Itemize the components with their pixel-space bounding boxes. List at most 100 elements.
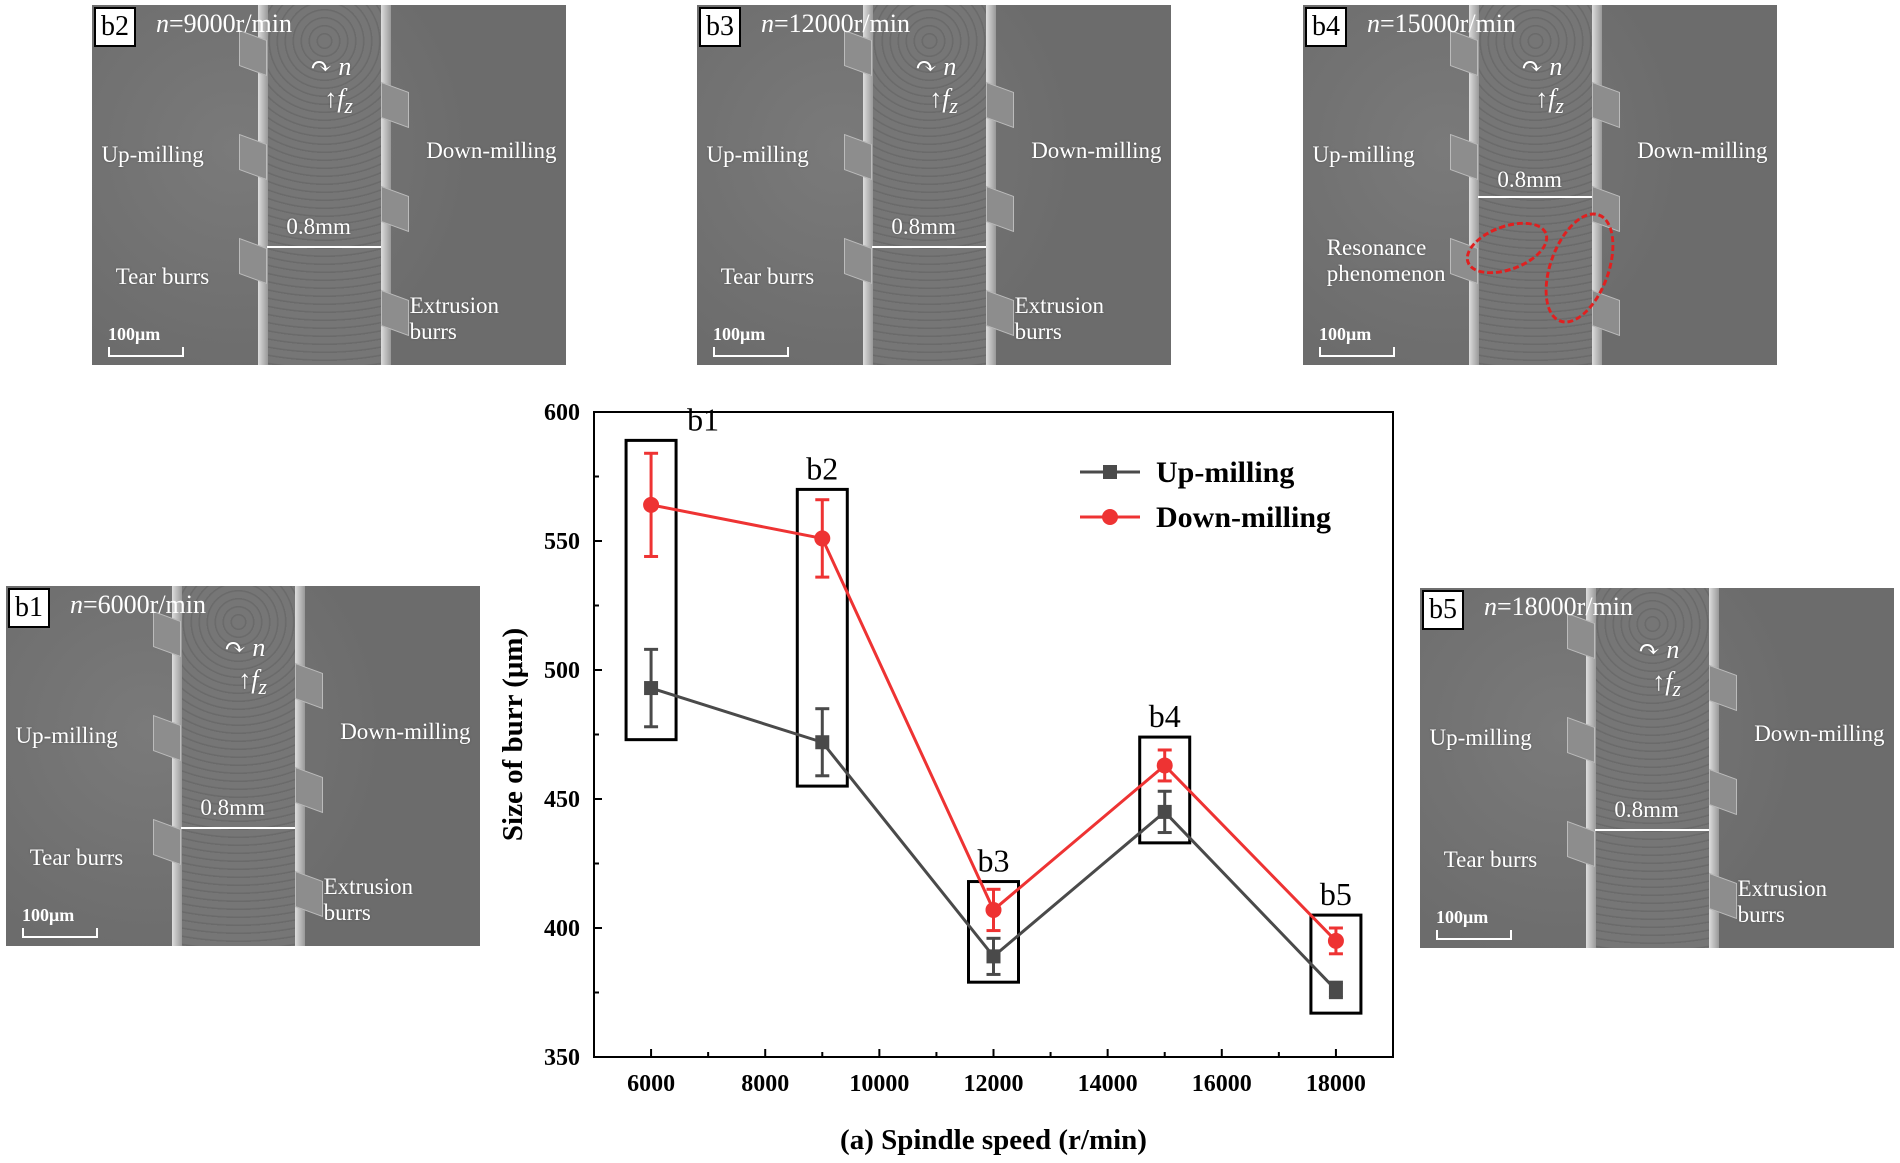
slot-edge-right xyxy=(1709,588,1720,948)
feed-subscript: z xyxy=(949,94,958,119)
feed-label: ↑fz xyxy=(324,84,353,119)
x-tick-label: 8000 xyxy=(741,1071,789,1097)
feed-subscript: z xyxy=(344,94,353,119)
feed-subscript: z xyxy=(1555,94,1564,119)
panel-tag: b2 xyxy=(94,7,136,47)
speed-variable: n xyxy=(156,9,169,38)
feed-symbol: f xyxy=(1548,84,1556,114)
feed-arrow: ↑ xyxy=(324,84,338,114)
down-milling-label: Down-milling xyxy=(340,719,471,745)
speed-label: n=15000r/min xyxy=(1367,9,1516,39)
milled-slot xyxy=(262,5,386,365)
scale-bar: 100μm xyxy=(713,324,789,357)
feed-label: ↑fz xyxy=(1652,667,1681,702)
slot-edge-right xyxy=(381,5,392,365)
speed-label: n=9000r/min xyxy=(156,9,292,39)
scale-bar-line xyxy=(108,347,184,357)
extrusion-burrs-label: Extrusion burrs xyxy=(1737,876,1828,927)
scale-bar: 100μm xyxy=(108,324,184,357)
scale-bar: 100μm xyxy=(1319,324,1395,357)
highlight-label-b5: b5 xyxy=(1320,876,1352,912)
extrusion-burrs-label: Extrusion burrs xyxy=(409,293,500,344)
feed-arrow: ↑ xyxy=(929,84,943,114)
highlight-label-b3: b3 xyxy=(978,843,1010,879)
slot-edge-right xyxy=(295,586,306,946)
data-point xyxy=(815,735,830,750)
x-axis-label: (a) Spindle speed (r/min) xyxy=(840,1124,1147,1156)
sem-panel-b4: b4 n=15000r/min Up-milling Down-milling ↷ n ↑… xyxy=(1303,5,1777,365)
down-milling-label: Down-milling xyxy=(426,138,557,164)
y-tick-label: 500 xyxy=(544,658,580,684)
feed-symbol: f xyxy=(942,84,950,114)
data-point xyxy=(1327,932,1344,949)
data-point xyxy=(985,901,1002,918)
milled-slot xyxy=(176,586,300,946)
down-milling-label: Down-milling xyxy=(1754,721,1885,747)
speed-value: =12000r/min xyxy=(774,9,910,38)
feed-label: ↑fz xyxy=(238,665,267,700)
scale-bar: 100μm xyxy=(22,905,98,938)
width-dimension-arrow xyxy=(267,246,382,249)
panel-tag: b3 xyxy=(699,7,741,47)
scale-label: 100μm xyxy=(713,324,766,344)
data-point xyxy=(814,530,831,547)
highlight-label-b2: b2 xyxy=(806,450,838,486)
feed-subscript: z xyxy=(1672,677,1681,702)
tear-burrs-label: Tear burrs xyxy=(29,845,124,871)
tear-burrs-label: Tear burrs xyxy=(720,264,815,290)
y-tick-label: 600 xyxy=(544,400,580,426)
y-tick-label: 350 xyxy=(544,1045,580,1071)
panel-tag: b4 xyxy=(1305,7,1347,47)
up-milling-label: Up-milling xyxy=(706,141,809,167)
x-tick-label: 10000 xyxy=(849,1071,909,1097)
legend-label: Down-milling xyxy=(1156,501,1331,534)
x-tick-label: 12000 xyxy=(964,1071,1024,1097)
speed-variable: n xyxy=(1484,592,1497,621)
width-dimension-arrow xyxy=(1595,829,1710,832)
slot-edge-left xyxy=(171,586,182,946)
scale-bar-line xyxy=(1319,347,1395,357)
speed-variable: n xyxy=(70,590,83,619)
width-dimension-arrow xyxy=(872,246,987,249)
data-point xyxy=(643,496,660,513)
speed-label: n=6000r/min xyxy=(70,590,206,620)
up-milling-label: Up-milling xyxy=(15,722,118,748)
x-tick-label: 16000 xyxy=(1192,1071,1252,1097)
panel-tag: b5 xyxy=(1422,590,1464,630)
data-point xyxy=(1156,757,1173,774)
x-tick-label: 18000 xyxy=(1306,1071,1366,1097)
rotation-label: ↷ n xyxy=(1638,634,1680,664)
feed-label: ↑fz xyxy=(929,84,958,119)
speed-value: =9000r/min xyxy=(169,9,292,38)
scale-label: 100μm xyxy=(1436,907,1489,927)
width-label: 0.8mm xyxy=(1497,167,1562,192)
data-point xyxy=(1157,804,1172,819)
up-milling-label: Up-milling xyxy=(101,141,204,167)
highlight-box-b2 xyxy=(795,487,849,788)
scale-bar-line xyxy=(713,347,789,357)
speed-variable: n xyxy=(1367,9,1380,38)
feed-arrow: ↑ xyxy=(1535,84,1549,114)
data-point xyxy=(1328,982,1343,997)
rotation-label: ↷ n xyxy=(310,51,352,81)
y-axis-label: Size of burr (μm) xyxy=(497,628,529,841)
scale-label: 100μm xyxy=(1319,324,1372,344)
legend-marker xyxy=(1102,509,1118,525)
scale-label: 100μm xyxy=(108,324,161,344)
speed-label: n=12000r/min xyxy=(761,9,910,39)
rotation-label: ↷ n xyxy=(915,51,957,81)
rotation-label: ↷ n xyxy=(1521,51,1563,81)
up-milling-label: Up-milling xyxy=(1429,724,1532,750)
slot-edge-right xyxy=(1592,5,1603,365)
slot-edge-left xyxy=(1468,5,1479,365)
feed-arrow: ↑ xyxy=(238,665,252,695)
up-milling-label: Up-milling xyxy=(1312,141,1415,167)
slot-edge-left xyxy=(862,5,873,365)
y-tick-label: 450 xyxy=(544,787,580,813)
extrusion-burrs-label: Extrusion burrs xyxy=(323,874,414,925)
feed-symbol: f xyxy=(337,84,345,114)
tear-burrs-label: Tear burrs xyxy=(1443,847,1538,873)
data-point xyxy=(644,681,659,696)
speed-label: n=18000r/min xyxy=(1484,592,1633,622)
data-point xyxy=(986,949,1001,964)
